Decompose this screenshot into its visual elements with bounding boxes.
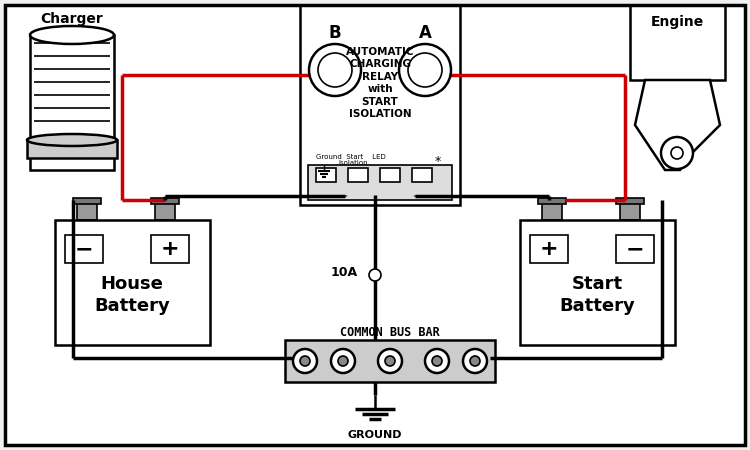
Text: −: − [75, 239, 93, 259]
Bar [630, 5, 725, 80]
Circle shape [432, 356, 442, 366]
Bar [308, 165, 452, 200]
Circle shape [378, 349, 402, 373]
Text: Engine: Engine [650, 15, 704, 29]
Text: *: * [435, 156, 441, 168]
Bar [155, 202, 175, 220]
Circle shape [408, 53, 442, 87]
Text: AUTOMATIC
CHARGING
RELAY
with
START
ISOLATION: AUTOMATIC CHARGING RELAY with START ISOL… [346, 47, 414, 119]
Polygon shape [635, 80, 720, 170]
Bar [285, 340, 495, 382]
Bar [30, 35, 114, 170]
Circle shape [331, 349, 355, 373]
Circle shape [369, 269, 381, 281]
Bar [380, 168, 400, 182]
Bar [27, 140, 117, 158]
Ellipse shape [27, 134, 117, 146]
Text: Charger: Charger [40, 12, 104, 26]
Text: +: + [160, 239, 179, 259]
Circle shape [671, 147, 683, 159]
Bar [300, 5, 460, 205]
Bar [55, 220, 210, 345]
Bar [520, 220, 675, 345]
Circle shape [293, 349, 317, 373]
Bar [530, 235, 568, 263]
Bar [65, 235, 103, 263]
Text: +: + [540, 239, 558, 259]
Circle shape [300, 356, 310, 366]
Text: A: A [419, 24, 431, 42]
Circle shape [661, 137, 693, 169]
Circle shape [425, 349, 449, 373]
Bar [77, 202, 97, 220]
Text: COMMON BUS BAR: COMMON BUS BAR [340, 325, 439, 338]
Bar [316, 168, 336, 182]
Text: Ground  Start    LED: Ground Start LED [316, 154, 386, 160]
Bar [348, 168, 368, 182]
Circle shape [470, 356, 480, 366]
Bar [616, 235, 654, 263]
Circle shape [385, 356, 395, 366]
Bar [412, 168, 432, 182]
Circle shape [338, 356, 348, 366]
Text: Start
Battery: Start Battery [559, 275, 634, 315]
Text: GROUND: GROUND [348, 430, 402, 440]
Circle shape [463, 349, 487, 373]
Bar [620, 202, 640, 220]
Bar [538, 198, 566, 204]
Ellipse shape [30, 26, 114, 44]
Text: B: B [328, 24, 341, 42]
Text: House
Battery: House Battery [94, 275, 170, 315]
Bar [151, 235, 189, 263]
Circle shape [318, 53, 352, 87]
Bar [542, 202, 562, 220]
Bar [73, 198, 101, 204]
Bar [151, 198, 179, 204]
Text: Isolation: Isolation [338, 160, 368, 166]
Circle shape [399, 44, 451, 96]
Text: 10A: 10A [331, 266, 358, 279]
Text: −: − [626, 239, 644, 259]
Circle shape [309, 44, 361, 96]
Bar [616, 198, 644, 204]
